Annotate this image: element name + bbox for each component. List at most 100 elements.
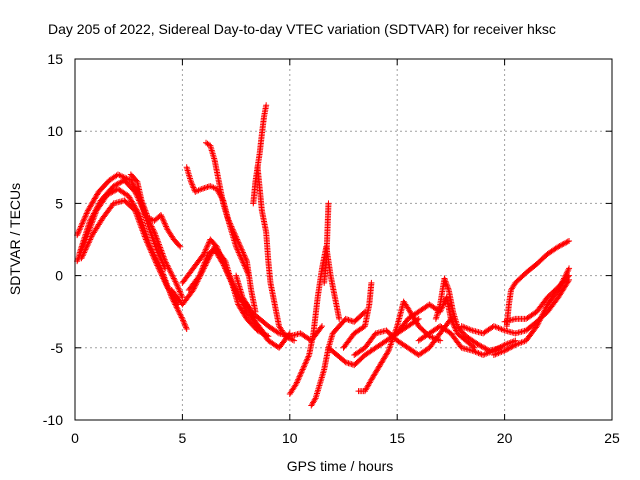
data-point xyxy=(227,278,234,285)
data-point xyxy=(319,323,326,330)
data-point xyxy=(74,256,81,263)
series-trace-16 xyxy=(321,200,332,286)
data-point xyxy=(148,249,155,256)
data-point xyxy=(336,315,343,322)
data-point xyxy=(197,271,204,278)
data-point xyxy=(297,372,304,379)
data-point xyxy=(158,213,165,220)
data-point xyxy=(202,246,209,253)
data-point xyxy=(85,239,92,246)
data-point xyxy=(500,342,507,349)
data-point xyxy=(78,222,85,229)
data-point xyxy=(236,240,243,247)
data-point xyxy=(566,237,573,244)
x-tick-label: 5 xyxy=(179,430,187,446)
data-point xyxy=(295,376,302,383)
data-point xyxy=(160,217,167,224)
data-point xyxy=(168,271,175,278)
chart-title: Day 205 of 2022, Sidereal Day-to-day VTE… xyxy=(48,21,556,37)
data-point xyxy=(180,317,187,324)
data-point xyxy=(202,258,209,265)
x-tick-label: 15 xyxy=(389,430,405,446)
data-point xyxy=(83,243,90,250)
data-point xyxy=(240,250,247,257)
series-trace-11 xyxy=(254,164,298,344)
data-point xyxy=(181,321,188,328)
x-tick-label: 0 xyxy=(71,430,79,446)
data-point xyxy=(504,346,511,353)
data-point xyxy=(204,253,211,260)
data-point xyxy=(251,315,257,322)
data-point xyxy=(181,320,188,327)
data-point xyxy=(564,238,571,245)
data-point xyxy=(122,174,129,181)
data-point xyxy=(146,243,153,250)
series-trace-18 xyxy=(340,279,375,351)
data-point xyxy=(142,207,149,214)
data-point xyxy=(175,308,182,315)
data-point xyxy=(535,320,542,327)
data-point xyxy=(325,200,332,207)
data-point xyxy=(232,233,239,240)
data-point xyxy=(143,237,150,244)
data-point xyxy=(189,183,196,190)
data-point xyxy=(564,268,571,275)
data-point xyxy=(441,275,448,282)
data-point xyxy=(187,178,194,185)
data-point xyxy=(158,256,165,263)
data-point xyxy=(239,248,246,255)
data-point xyxy=(173,304,180,311)
data-point xyxy=(556,242,563,249)
data-point xyxy=(360,309,367,316)
data-point xyxy=(442,278,449,285)
series-trace-14 xyxy=(286,243,343,398)
data-point xyxy=(534,321,541,328)
data-point xyxy=(162,222,169,229)
data-point xyxy=(300,363,307,370)
data-point xyxy=(133,177,140,184)
data-point xyxy=(80,250,87,257)
data-point xyxy=(539,311,546,318)
data-point xyxy=(230,284,237,291)
data-point xyxy=(161,220,168,227)
data-point xyxy=(155,265,162,272)
data-point xyxy=(200,262,207,269)
data-point xyxy=(77,224,84,231)
data-point xyxy=(177,243,184,250)
data-point xyxy=(82,246,89,253)
data-point xyxy=(161,276,168,283)
data-point xyxy=(143,211,150,218)
data-point xyxy=(293,380,300,387)
data-point xyxy=(147,246,154,253)
data-point xyxy=(299,366,306,373)
data-point xyxy=(483,346,490,353)
data-point xyxy=(158,258,165,265)
data-point xyxy=(119,173,126,180)
data-point xyxy=(76,227,83,234)
data-point xyxy=(453,327,460,334)
data-point xyxy=(76,226,83,233)
data-point xyxy=(231,287,238,294)
data-point xyxy=(144,239,151,246)
data-point xyxy=(87,236,94,243)
data-point xyxy=(162,265,169,272)
data-point xyxy=(536,317,543,324)
data-point xyxy=(502,346,509,353)
data-point xyxy=(176,287,183,294)
data-point xyxy=(318,324,325,331)
data-point xyxy=(84,209,91,216)
series-trace-12 xyxy=(250,102,270,207)
data-point xyxy=(171,276,178,283)
data-point xyxy=(141,204,148,211)
data-point xyxy=(88,233,95,240)
data-point xyxy=(163,281,170,288)
data-point xyxy=(203,255,210,262)
data-point xyxy=(79,219,86,226)
data-point xyxy=(443,281,450,288)
data-point xyxy=(112,187,119,194)
series-trace-20 xyxy=(351,315,454,359)
data-point xyxy=(175,307,182,314)
data-point xyxy=(149,252,156,259)
data-point xyxy=(437,337,444,344)
data-point xyxy=(470,343,477,350)
